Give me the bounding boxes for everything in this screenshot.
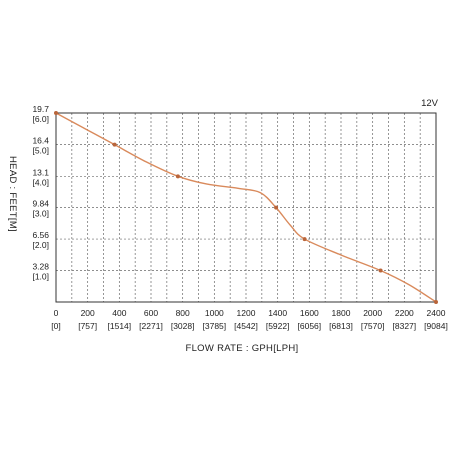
y-axis-ticks: 19.7[6.0] 16.4[5.0] 13.1[4.0] 9.84[3.0] 6.56… (32, 104, 49, 282)
x-axis-title: FLOW RATE : GPH[LPH] (186, 343, 299, 354)
x-tick-sublabel: [757] (78, 321, 97, 331)
x-tick-sublabel: [9084] (424, 321, 448, 331)
x-tick-label: 600 (144, 308, 158, 318)
x-axis-ticks: 0 [0] 200 [757] 400 [1514] 600 [2271] 800 [3028] 1… (51, 308, 448, 331)
x-tick-label: 1600 (300, 308, 319, 318)
y-tick-sublabel: [3.0] (32, 209, 49, 219)
data-point (274, 205, 279, 210)
y-tick-sublabel: [4.0] (32, 177, 49, 187)
data-point (54, 111, 58, 115)
x-tick-sublabel: [6813] (329, 321, 353, 331)
x-tick-label: 2400 (427, 308, 446, 318)
y-tick-label: 6.56 (32, 230, 49, 240)
data-point (434, 300, 438, 304)
data-point (378, 268, 383, 273)
y-tick-label: 13.1 (32, 167, 49, 177)
x-tick-sublabel: [5922] (266, 321, 290, 331)
x-tick-sublabel: [0] (51, 321, 60, 331)
x-tick-sublabel: [8327] (393, 321, 417, 331)
data-markers (54, 111, 438, 304)
x-tick-label: 1800 (332, 308, 351, 318)
x-tick-label: 1400 (268, 308, 287, 318)
y-tick-label: 19.7 (32, 104, 49, 114)
x-tick-label: 2000 (363, 308, 382, 318)
data-point (175, 174, 180, 179)
x-tick-sublabel: [1514] (108, 321, 132, 331)
y-axis-title: HEAD : FEET[M] (7, 156, 18, 232)
data-point (302, 237, 307, 242)
x-tick-sublabel: [7570] (361, 321, 385, 331)
y-tick-sublabel: [6.0] (32, 114, 49, 124)
y-tick-label: 3.28 (32, 262, 49, 272)
x-tick-label: 400 (112, 308, 126, 318)
x-tick-label: 1000 (205, 308, 224, 318)
x-tick-sublabel: [6056] (298, 321, 322, 331)
plot-frame (55, 112, 437, 303)
x-tick-label: 0 (54, 308, 59, 318)
series-label: 12V (421, 98, 439, 109)
x-tick-sublabel: [3785] (203, 321, 227, 331)
y-tick-sublabel: [2.0] (32, 240, 49, 250)
y-tick-sublabel: [5.0] (32, 146, 49, 156)
y-tick-sublabel: [1.0] (32, 272, 49, 282)
data-point (112, 142, 117, 147)
x-tick-label: 200 (81, 308, 95, 318)
series-line-12v (55, 112, 437, 303)
x-tick-label: 2200 (395, 308, 414, 318)
x-tick-label: 1200 (237, 308, 256, 318)
x-tick-sublabel: [2271] (139, 321, 163, 331)
x-tick-sublabel: [3028] (171, 321, 195, 331)
y-tick-label: 16.4 (32, 136, 49, 146)
grid-lines (56, 113, 436, 302)
x-tick-label: 800 (176, 308, 190, 318)
y-tick-label: 9.84 (32, 199, 49, 209)
x-tick-sublabel: [4542] (234, 321, 258, 331)
